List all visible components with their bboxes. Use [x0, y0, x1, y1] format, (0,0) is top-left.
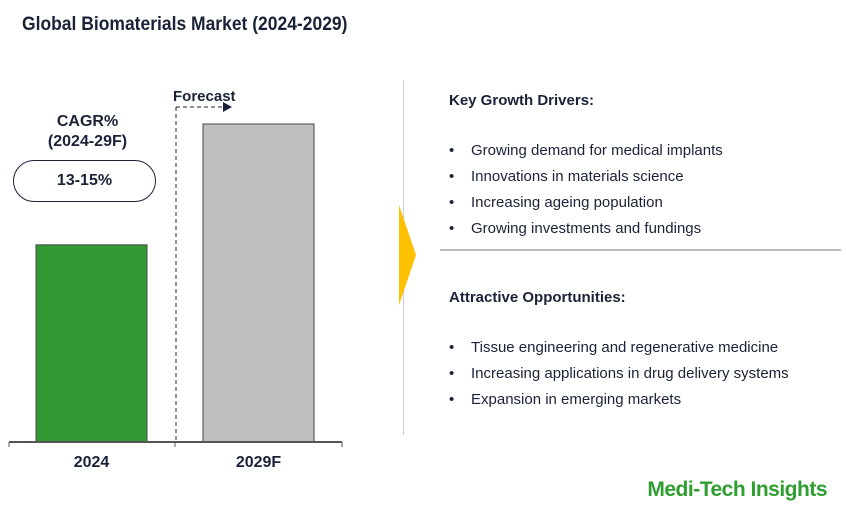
list-item: Expansion in emerging markets: [449, 387, 789, 413]
arrow-head-icon: [223, 102, 232, 112]
list-item: Innovations in materials science: [449, 164, 723, 190]
forecast-label: Forecast: [173, 88, 236, 105]
list-item: Tissue engineering and regenerative medi…: [449, 335, 789, 361]
chevron-right-icon: [399, 205, 416, 305]
page-title: Global Biomaterials Market (2024-2029): [22, 14, 348, 35]
cagr-label: CAGR%: [56, 113, 119, 130]
brand-logo: Medi-Tech Insights: [647, 478, 827, 501]
bar-2029F: [202, 123, 315, 443]
list-item: Growing demand for medical implants: [449, 138, 723, 164]
bar-chart: [8, 102, 343, 447]
drivers-heading: Key Growth Drivers:: [449, 92, 595, 109]
cagr-value-badge: 13-15%: [13, 160, 156, 202]
opportunities-list: Tissue engineering and regenerative medi…: [449, 335, 789, 413]
x-tick-label: 2029F: [235, 454, 282, 471]
drivers-list: Growing demand for medical implants Inno…: [449, 138, 723, 242]
opportunities-heading: Attractive Opportunities:: [449, 289, 626, 306]
list-item: Increasing ageing population: [449, 190, 723, 216]
list-item: Growing investments and fundings: [449, 216, 723, 242]
x-tick-label: 2024: [73, 454, 110, 471]
bar-2024: [35, 244, 148, 443]
cagr-period: (2024-29F): [47, 133, 128, 150]
horizontal-divider: [440, 249, 841, 251]
list-item: Increasing applications in drug delivery…: [449, 361, 789, 387]
